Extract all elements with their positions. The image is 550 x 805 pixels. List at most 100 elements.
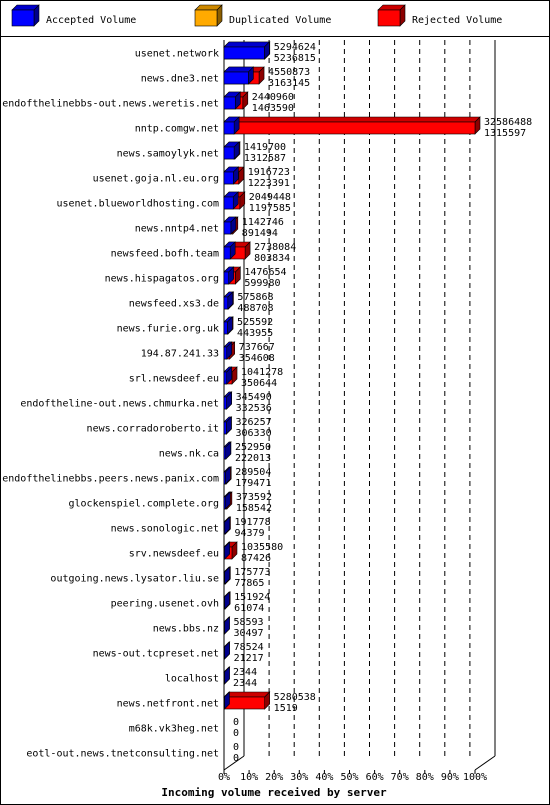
category-label-8: newsfeed.bofh.team	[111, 249, 219, 260]
category-label-7: news.nntp4.net	[135, 224, 219, 235]
category-label-10: newsfeed.xs3.de	[129, 299, 219, 310]
bar-accepted-10	[223, 296, 229, 310]
bar-accepted-6	[223, 196, 234, 210]
x-tick-label-6: 60%	[366, 772, 384, 783]
bar-accepted-12	[223, 346, 228, 360]
bar-13	[223, 366, 238, 385]
legend-swatch-0	[11, 9, 35, 27]
total-value-label-5: 1916723	[248, 167, 290, 178]
bar-19	[223, 516, 232, 535]
bar-8	[223, 241, 251, 260]
total-value-label-10: 575868	[237, 292, 273, 303]
total-value-label-27: 0	[233, 717, 239, 728]
bar-1	[223, 66, 265, 85]
bar-0	[223, 41, 271, 60]
total-value-label-22: 151924	[234, 592, 270, 603]
total-value-label-4: 1419700	[244, 142, 286, 153]
bar-rejected-3-top	[223, 116, 481, 123]
accepted-value-label-19: 94379	[234, 528, 264, 539]
category-label-17: endofthelinebbs.peers.news.panix.com	[2, 474, 219, 485]
legend-swatch-2	[377, 9, 401, 27]
accepted-value-label-14: 332536	[236, 403, 272, 414]
x-tick-label-2: 20%	[265, 772, 283, 783]
bar-24	[223, 641, 231, 660]
legend-label-2: Rejected Volume	[412, 15, 502, 26]
total-value-label-24: 78524	[234, 642, 264, 653]
bar-23	[223, 616, 231, 635]
accepted-value-label-27: 0	[233, 728, 239, 739]
bar-10	[223, 291, 235, 310]
x-tick-label-3: 30%	[290, 772, 308, 783]
total-value-label-16: 252950	[235, 442, 271, 453]
accepted-value-label-28: 0	[233, 753, 239, 764]
category-label-12: 194.87.241.33	[141, 349, 219, 360]
bar-accepted-2	[223, 96, 236, 110]
bar-11	[223, 316, 234, 335]
accepted-value-label-15: 306330	[236, 428, 272, 439]
category-label-25: localhost	[165, 674, 219, 685]
x-tick-label-10: 100%	[463, 772, 487, 783]
accepted-value-label-13: 350644	[241, 378, 277, 389]
category-label-5: usenet.goja.nl.eu.org	[93, 174, 219, 185]
x-tick-label-8: 80%	[416, 772, 434, 783]
total-value-label-15: 326257	[236, 417, 272, 428]
bar-9	[223, 266, 242, 285]
category-label-24: news-out.tcpreset.net	[93, 649, 219, 660]
category-label-3: nntp.comgw.net	[135, 124, 219, 135]
bar-accepted-21	[223, 571, 225, 585]
category-label-26: news.netfront.net	[117, 699, 219, 710]
bar-3	[223, 116, 481, 135]
bar-accepted-13	[223, 371, 228, 385]
x-tick-label-7: 70%	[391, 772, 409, 783]
bar-accepted-23	[223, 621, 225, 635]
category-label-6: usenet.blueworldhosting.com	[56, 199, 219, 210]
total-value-label-6: 2049448	[249, 192, 291, 203]
bar-7	[223, 216, 239, 235]
legend: Accepted Volume Duplicated Volume Rejected…	[11, 4, 502, 27]
accepted-value-label-3: 1315597	[484, 128, 526, 139]
x-tick-label-5: 50%	[340, 772, 358, 783]
bar-accepted-5	[223, 171, 234, 185]
floor-left	[223, 755, 245, 771]
legend-label-1: Duplicated Volume	[229, 15, 331, 26]
category-labels: usenet.network news.dne3.net endofthelineb…	[2, 49, 219, 760]
accepted-value-label-5: 1223391	[248, 178, 290, 189]
bar-17	[223, 466, 232, 485]
bar-accepted-0-top	[223, 41, 271, 48]
accepted-value-label-11: 443955	[237, 328, 273, 339]
category-label-9: news.hispagatos.org	[105, 274, 219, 285]
bar-12	[223, 341, 236, 360]
category-label-14: endoftheline-out.news.chmurka.net	[20, 399, 219, 410]
category-label-18: glockenspiel.complete.org	[68, 499, 219, 510]
bar-15	[223, 416, 233, 435]
legend-label-0: Accepted Volume	[46, 15, 136, 26]
bar-20	[223, 541, 238, 560]
category-label-23: news.bbs.nz	[153, 624, 219, 635]
x-tick-label-0: 0%	[218, 772, 230, 783]
accepted-value-label-16: 222013	[235, 453, 271, 464]
total-value-label-19: 191778	[234, 517, 270, 528]
accepted-value-label-0: 5236815	[274, 53, 316, 64]
bar-16	[223, 441, 232, 460]
bar-26	[223, 691, 271, 710]
total-value-label-9: 1476654	[244, 267, 286, 278]
total-value-label-23: 58593	[233, 617, 263, 628]
total-value-label-18: 373592	[236, 492, 272, 503]
category-label-27: m68k.vk3heg.net	[129, 724, 219, 735]
bar-accepted-16	[223, 446, 227, 460]
bar-21	[223, 566, 232, 585]
bar-2	[223, 91, 249, 110]
bar-accepted-3	[223, 121, 235, 135]
bars	[223, 41, 481, 710]
x-tick-label-9: 90%	[441, 772, 459, 783]
bar-accepted-17	[223, 471, 226, 485]
bar-18	[223, 491, 233, 510]
total-value-label-7: 1142746	[242, 217, 284, 228]
bar-rejected-3	[223, 121, 476, 135]
total-value-label-8: 2738084	[254, 242, 296, 253]
accepted-value-label-21: 77865	[234, 578, 264, 589]
total-value-label-28: 0	[233, 742, 239, 753]
total-value-label-12: 737667	[239, 342, 275, 353]
bar-14	[223, 391, 233, 410]
